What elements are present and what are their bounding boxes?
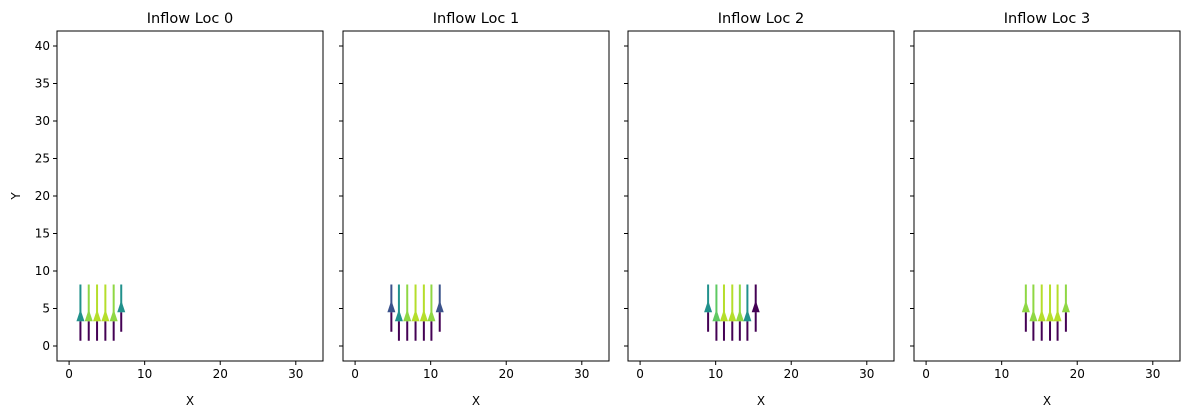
- arrow-head: [427, 309, 436, 322]
- x-tick-label: 10: [423, 367, 438, 381]
- x-tick-label: 10: [994, 367, 1009, 381]
- x-axis-label: X: [757, 394, 765, 408]
- x-tick-label: 0: [636, 367, 644, 381]
- plot-frame: [627, 30, 895, 362]
- quiver-arrow: [394, 284, 403, 341]
- arrow-head: [751, 300, 760, 313]
- quiver-arrow: [419, 284, 428, 341]
- panel-1: 0 10 20 30 Inflow Loc 1 X: [339, 11, 610, 408]
- quiver-arrow: [735, 284, 744, 341]
- panel-title: Inflow Loc 0: [147, 11, 233, 27]
- quiver-arrow: [93, 284, 102, 341]
- x-tick-label: 30: [1145, 367, 1160, 381]
- quiver-arrow: [84, 284, 93, 341]
- x-axis-label: X: [1043, 394, 1051, 408]
- arrow-head: [84, 309, 93, 322]
- panel-title: Inflow Loc 2: [718, 11, 804, 27]
- panel-0: 0 10 20 30 0 5 10 15 20 25 30 35 40 Inflow Loc 0 X Y: [9, 11, 324, 408]
- arrow-head: [93, 309, 102, 322]
- arrow-head: [411, 309, 420, 322]
- arrow-head: [712, 309, 721, 322]
- arrow-head: [704, 300, 713, 313]
- x-tick-label: 30: [288, 367, 303, 381]
- panel-title: Inflow Loc 1: [433, 11, 519, 27]
- arrow-head: [1029, 309, 1038, 322]
- arrows-group: [387, 284, 444, 341]
- arrow-head: [1021, 300, 1030, 313]
- arrow-head: [735, 309, 744, 322]
- quiver-arrow: [751, 284, 760, 332]
- quiver-arrow: [1037, 284, 1046, 341]
- arrows-group: [1021, 284, 1070, 341]
- y-tick-label: 40: [35, 39, 50, 53]
- quiver-arrow: [728, 284, 737, 341]
- y-tick-label: 5: [42, 302, 50, 316]
- arrows-group: [76, 284, 126, 341]
- arrows-group: [704, 284, 760, 341]
- arrow-head: [1061, 300, 1070, 313]
- arrow-head: [1046, 309, 1055, 322]
- x-tick-label: 30: [574, 367, 589, 381]
- x-tick-label: 0: [65, 367, 73, 381]
- quiver-arrow: [109, 284, 118, 341]
- arrow-head: [109, 309, 118, 322]
- plot-frame: [913, 30, 1181, 362]
- panel-title: Inflow Loc 3: [1004, 11, 1090, 27]
- arrow-head: [101, 309, 110, 322]
- quiver-arrow: [704, 284, 713, 332]
- x-tick-label: 20: [499, 367, 514, 381]
- plot-frame: [342, 30, 610, 362]
- panel-2: 0 10 20 30 Inflow Loc 2 X: [624, 11, 895, 408]
- y-tick-label: 35: [35, 77, 50, 91]
- quiver-arrow: [387, 284, 396, 332]
- y-tick-label: 0: [42, 339, 50, 353]
- x-tick-label: 10: [708, 367, 723, 381]
- y-tick-label: 25: [35, 152, 50, 166]
- x-tick-label: 20: [213, 367, 228, 381]
- quiver-arrow: [1029, 284, 1038, 341]
- quiver-arrow: [1021, 284, 1030, 332]
- y-tick-label: 10: [35, 264, 50, 278]
- quiver-arrow: [117, 284, 126, 332]
- quiver-arrow: [1061, 284, 1070, 332]
- quiver-arrow: [712, 284, 721, 341]
- arrow-head: [728, 309, 737, 322]
- quiver-arrow: [76, 284, 85, 341]
- arrow-head: [403, 309, 412, 322]
- arrow-head: [743, 309, 752, 322]
- x-axis-label: X: [186, 394, 194, 408]
- quiver-arrow: [403, 284, 412, 341]
- quiver-arrow: [1046, 284, 1055, 341]
- quiver-arrow: [1053, 284, 1062, 341]
- quiver-arrow: [719, 284, 728, 341]
- arrow-head: [76, 309, 85, 322]
- arrow-head: [1053, 309, 1062, 322]
- y-tick-label: 15: [35, 227, 50, 241]
- x-tick-label: 30: [859, 367, 874, 381]
- x-tick-label: 20: [784, 367, 799, 381]
- arrow-head: [394, 309, 403, 322]
- x-tick-label: 0: [922, 367, 930, 381]
- y-axis-label: Y: [9, 192, 23, 201]
- x-tick-label: 0: [351, 367, 359, 381]
- x-tick-label: 10: [137, 367, 152, 381]
- quiver-arrow: [435, 284, 444, 332]
- y-tick-label: 20: [35, 189, 50, 203]
- arrow-head: [387, 300, 396, 313]
- arrow-head: [117, 300, 126, 313]
- y-tick-label: 30: [35, 114, 50, 128]
- quiver-arrow: [427, 284, 436, 341]
- quiver-arrow: [411, 284, 420, 341]
- arrow-head: [419, 309, 428, 322]
- arrow-head: [435, 300, 444, 313]
- arrow-head: [719, 309, 728, 322]
- panel-3: 0 10 20 30 Inflow Loc 3 X: [910, 11, 1181, 408]
- x-axis-label: X: [472, 394, 480, 408]
- arrow-head: [1037, 309, 1046, 322]
- x-tick-label: 20: [1070, 367, 1085, 381]
- quiver-arrow: [101, 284, 110, 341]
- quiver-arrow: [743, 284, 752, 341]
